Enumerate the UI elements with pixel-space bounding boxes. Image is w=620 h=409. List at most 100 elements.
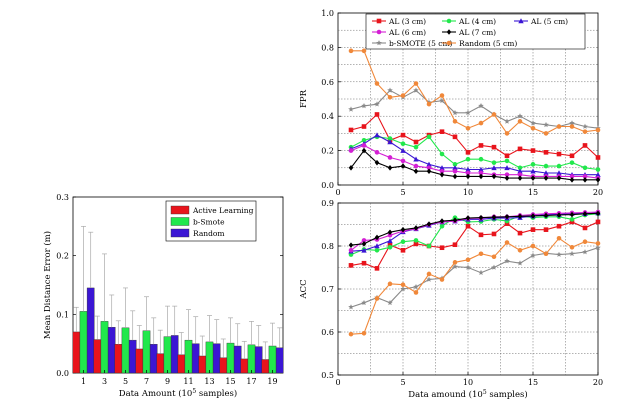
fpr-chart-point-4-19 — [595, 177, 601, 183]
bar-2-1 — [86, 287, 95, 374]
fpr-chart-point-6-16 — [556, 124, 562, 129]
acc-chart-point-4-12 — [504, 213, 510, 220]
fpr-chart-point-2-10 — [478, 166, 484, 172]
acc-chart-point-4-5 — [413, 225, 419, 231]
acc-chart-ytick-label: 0.7 — [321, 285, 334, 294]
fpr-chart-point-1-12 — [504, 158, 510, 164]
acc-chart-point-5-13 — [517, 260, 523, 266]
fpr-chart-point-6-11 — [491, 112, 497, 117]
acc-chart-point-5-0 — [348, 304, 354, 310]
acc-chart-point-5-1 — [361, 299, 367, 306]
fpr-legend-marker-5 — [376, 40, 382, 46]
fpr-chart-xtick-label: 0 — [335, 188, 340, 197]
acc-chart-point-0-11 — [491, 231, 497, 237]
acc-chart-point-6-15 — [543, 251, 549, 257]
acc-chart-point-4-17 — [569, 211, 575, 218]
bar-xtick-label: 13 — [204, 377, 214, 386]
fpr-chart-point-4-1 — [361, 147, 367, 154]
acc-chart-point-1-2 — [374, 248, 380, 253]
fpr-chart-point-4-8 — [452, 173, 458, 180]
acc-chart-point-6-19 — [595, 241, 601, 246]
fpr-chart-point-6-13 — [517, 119, 523, 124]
bar-1-7 — [142, 330, 151, 374]
acc-chart-xtick-label: 15 — [528, 378, 538, 387]
bar-xtick-label: 17 — [246, 377, 256, 386]
acc-chart-point-4-15 — [543, 212, 549, 219]
acc-chart-ytick-label: 0.8 — [321, 242, 334, 251]
bar-2-3 — [107, 327, 116, 374]
fpr-chart-point-6-3 — [387, 94, 393, 100]
fpr-legend-marker-3 — [376, 29, 382, 35]
fpr-chart-point-6-2 — [374, 81, 380, 86]
acc-chart-xtick-label: 20 — [593, 378, 603, 387]
fpr-chart-point-4-0 — [348, 165, 354, 171]
bar-1-11 — [184, 339, 193, 374]
fpr-chart-point-0-11 — [491, 144, 497, 150]
fpr-legend-label-2: AL (5 cm) — [530, 17, 568, 26]
fpr-chart-point-1-4 — [400, 141, 406, 147]
fpr-chart-point-4-9 — [465, 173, 471, 180]
acc-chart-point-4-18 — [582, 210, 588, 217]
fpr-chart-point-1-10 — [478, 156, 484, 162]
fpr-chart-point-3-6 — [426, 165, 432, 171]
fpr-chart-point-0-4 — [400, 132, 406, 138]
fpr-legend-marker-6 — [446, 40, 452, 46]
acc-chart-xtick-label: 0 — [335, 378, 340, 387]
acc-chart-point-0-19 — [595, 219, 601, 225]
bar-xlabel-sup: 5 — [192, 388, 196, 395]
acc-chart-point-5-10 — [478, 269, 484, 275]
bar-legend-label-0: Active Learning — [192, 206, 254, 215]
acc-chart-point-2-3 — [387, 238, 393, 244]
fpr-chart-point-5-2 — [374, 101, 380, 107]
acc-chart-point-0-14 — [530, 227, 536, 232]
bar-2-19 — [275, 347, 284, 374]
acc-chart-point-2-2 — [374, 243, 380, 249]
acc-chart-point-1-7 — [439, 223, 445, 229]
fpr-chart-point-5-8 — [452, 109, 458, 116]
acc-chart-point-4-2 — [374, 234, 380, 241]
acc-chart-point-4-10 — [478, 214, 484, 221]
fpr-chart-point-1-14 — [530, 162, 536, 167]
acc-chart-point-6-13 — [517, 248, 523, 253]
fpr-chart-point-5-17 — [569, 120, 575, 126]
acc-chart-point-0-16 — [556, 223, 562, 229]
bar-2-13 — [212, 343, 221, 374]
acc-chart-point-5-9 — [465, 264, 471, 270]
bar-legend-label-2: Random — [193, 229, 225, 238]
fpr-chart-point-1-11 — [491, 160, 497, 165]
fpr-chart-ytick-label: 0.0 — [321, 181, 334, 190]
bar-1-17 — [247, 344, 256, 374]
acc-chart-point-0-17 — [569, 219, 575, 225]
bar-ytick-label: 0.3 — [56, 193, 69, 202]
acc-chart-xtick-label: 10 — [463, 378, 473, 387]
fpr-chart-point-3-10 — [478, 170, 484, 176]
acc-chart-point-4-11 — [491, 214, 497, 220]
fpr-chart-ylabel: FPR — [299, 89, 309, 108]
bar-0-13 — [198, 355, 207, 374]
bar-xlabel: Data Amount (105 samples) — [119, 388, 237, 399]
fpr-chart-point-0-8 — [452, 134, 458, 140]
fpr-chart-point-3-5 — [413, 163, 419, 169]
bar-legend-swatch-2 — [170, 228, 190, 238]
acc-chart-point-4-13 — [517, 213, 523, 220]
fpr-chart-point-4-14 — [530, 175, 536, 181]
bar-0-5 — [114, 344, 123, 374]
fpr-legend-label-3: AL (6 cm) — [388, 28, 426, 37]
bar-0-15 — [219, 357, 228, 374]
acc-chart-point-3-3 — [387, 232, 393, 238]
fpr-chart-point-1-1 — [361, 137, 367, 143]
fpr-chart-point-1-15 — [543, 163, 549, 169]
acc-chart-point-5-19 — [595, 244, 601, 251]
bar-1-1 — [79, 311, 88, 374]
bar-0-9 — [156, 353, 165, 374]
fpr-chart-point-1-16 — [556, 163, 562, 169]
acc-chart-point-4-3 — [387, 229, 393, 236]
acc-chart-point-5-14 — [530, 252, 536, 258]
fpr-chart-point-2-13 — [517, 168, 523, 174]
fpr-chart-point-6-5 — [413, 81, 419, 86]
fpr-chart-point-2-11 — [491, 165, 497, 171]
fpr-chart-point-3-3 — [387, 155, 393, 160]
fpr-chart-xtick-label: 5 — [400, 188, 405, 197]
fpr-chart-point-3-13 — [517, 172, 523, 177]
